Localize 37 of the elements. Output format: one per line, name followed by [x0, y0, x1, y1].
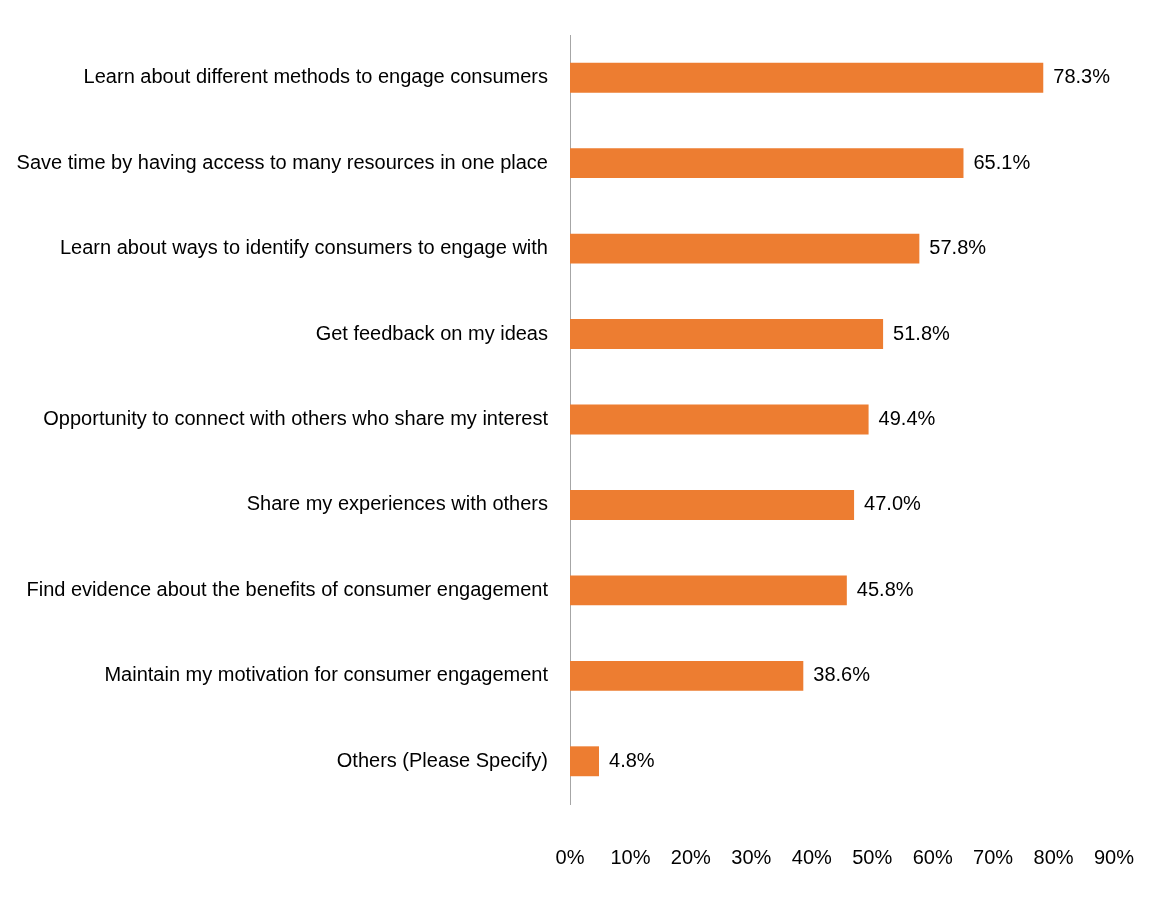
data-label: 38.6% [813, 663, 871, 686]
y-tick-label: Learn about ways to identify consumers to engage with [59, 236, 548, 259]
data-label: 47.0% [864, 492, 922, 515]
bar [570, 319, 884, 350]
bar [570, 660, 804, 691]
bar [570, 62, 1044, 93]
data-label: 51.8% [893, 321, 951, 344]
x-tick-label: 90% [1093, 845, 1135, 868]
x-tick-label: 50% [852, 845, 893, 868]
y-tick-label: Opportunity to connect with others who share my interest [43, 407, 549, 430]
y-tick-label: Maintain my motivation for consumer engagement [104, 663, 549, 686]
x-tick-label: 30% [731, 845, 772, 868]
data-label: 49.4% [878, 407, 936, 430]
x-tick-label: 60% [912, 845, 953, 868]
bar [570, 746, 600, 777]
bar [570, 233, 920, 264]
x-tick-label: 40% [791, 845, 832, 868]
data-label: 78.3% [1053, 65, 1111, 88]
x-tick-label: 10% [610, 845, 651, 868]
bar [570, 148, 964, 179]
bar [570, 404, 869, 435]
x-tick-label: 80% [1033, 845, 1074, 868]
y-tick-label: Share my experiences with others [246, 492, 548, 515]
x-tick-label: 20% [670, 845, 712, 868]
data-label: 57.8% [929, 236, 987, 259]
bar [570, 489, 855, 520]
data-label: 65.1% [973, 150, 1031, 173]
bar [570, 575, 847, 606]
y-tick-label: Get feedback on my ideas [315, 321, 548, 344]
data-label: 4.8% [609, 748, 655, 771]
data-label: 45.8% [856, 577, 914, 600]
y-tick-label: Save time by having access to many resources in one place [16, 150, 548, 173]
y-tick-label: Learn about different methods to engage consumers [83, 65, 548, 88]
x-tick-label: 0% [555, 845, 585, 868]
y-tick-label: Others (Please Specify) [336, 748, 548, 771]
y-tick-label: Find evidence about the benefits of consumer engagement [26, 577, 549, 600]
x-tick-label: 70% [973, 845, 1014, 868]
